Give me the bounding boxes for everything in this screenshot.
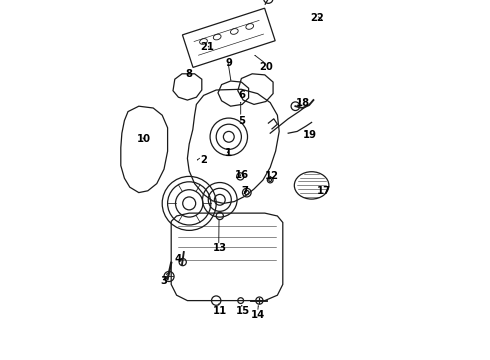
Text: 16: 16 bbox=[234, 170, 248, 180]
Text: 15: 15 bbox=[236, 306, 250, 316]
Text: 7: 7 bbox=[242, 186, 248, 196]
Text: 4: 4 bbox=[175, 254, 182, 264]
Text: 20: 20 bbox=[260, 62, 273, 72]
Text: 22: 22 bbox=[310, 13, 324, 23]
Text: 2: 2 bbox=[200, 155, 207, 165]
Text: 10: 10 bbox=[137, 134, 151, 144]
Text: 8: 8 bbox=[186, 69, 193, 79]
Text: 12: 12 bbox=[265, 171, 279, 181]
Text: 19: 19 bbox=[303, 130, 317, 140]
Text: 21: 21 bbox=[200, 42, 214, 52]
Text: 9: 9 bbox=[225, 58, 232, 68]
Text: 1: 1 bbox=[225, 148, 232, 158]
Text: 3: 3 bbox=[161, 276, 168, 286]
Text: 13: 13 bbox=[213, 243, 227, 253]
Text: 11: 11 bbox=[213, 306, 227, 316]
Text: 6: 6 bbox=[238, 90, 245, 100]
Text: 17: 17 bbox=[317, 186, 331, 196]
Text: 5: 5 bbox=[238, 116, 245, 126]
Text: 14: 14 bbox=[250, 310, 265, 320]
Text: 18: 18 bbox=[295, 98, 310, 108]
